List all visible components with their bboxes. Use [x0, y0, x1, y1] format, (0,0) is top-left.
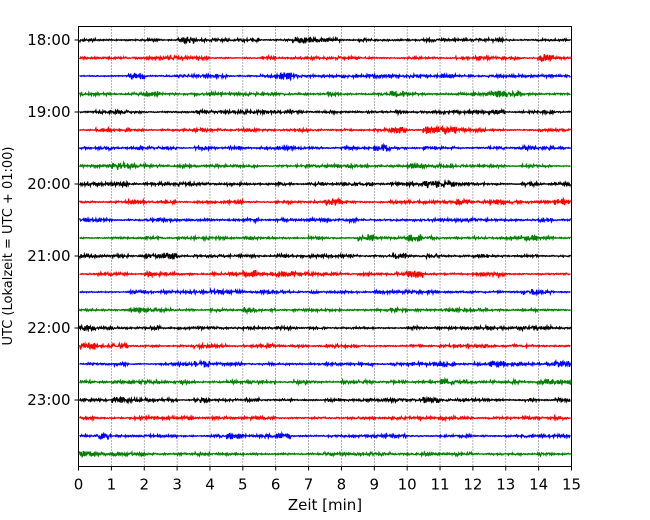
x-axis-label: Zeit [min] [288, 496, 362, 514]
trace-line [78, 215, 572, 225]
y-axis: 18:00 19:00 20:00 21:00 22:00 23:00 [27, 31, 79, 409]
x-tick-label: 2 [139, 476, 149, 494]
trace-line [78, 323, 572, 333]
trace-line [79, 269, 571, 280]
x-tick-label: 7 [304, 476, 314, 494]
x-tick-label: 8 [337, 476, 347, 494]
x-tick-label: 13 [496, 476, 515, 494]
trace-line [79, 359, 572, 369]
y-tick-label: 20:00 [27, 175, 70, 193]
trace-layer [78, 35, 572, 459]
x-tick-label: 0 [74, 476, 84, 494]
trace-line [78, 196, 572, 207]
trace-line [78, 124, 572, 136]
x-tick-label: 9 [370, 476, 380, 494]
y-tick-label: 18:00 [27, 31, 70, 49]
trace-line [78, 35, 571, 45]
x-tick-label: 15 [562, 476, 581, 494]
y-tick-label: 22:00 [27, 319, 70, 337]
trace-line [78, 178, 572, 189]
y-tick-label: 23:00 [27, 391, 70, 409]
y-tick-label: 21:00 [27, 247, 70, 265]
trace-line [78, 413, 572, 423]
trace-line [79, 287, 571, 297]
trace-line [79, 430, 571, 441]
y-axis-label: UTC (Lokalzeit = UTC + 01:00) [1, 147, 16, 346]
trace-line [79, 71, 572, 82]
trace-line [79, 107, 572, 117]
x-axis: 0 1 2 3 4 5 6 7 8 9 10 11 12 13 14 15 [74, 466, 581, 494]
trace-line [78, 89, 571, 99]
x-tick-label: 12 [463, 476, 482, 494]
x-tick-label: 10 [398, 476, 417, 494]
trace-line [78, 449, 572, 459]
x-tick-label: 14 [529, 476, 548, 494]
x-tick-label: 11 [430, 476, 449, 494]
grid-layer [111, 26, 539, 467]
trace-line [78, 160, 571, 171]
trace-line [79, 376, 572, 387]
trace-line [79, 233, 572, 243]
trace-line [78, 305, 572, 316]
trace-line [78, 395, 571, 405]
trace-line [78, 142, 572, 153]
x-tick-label: 6 [271, 476, 281, 494]
x-tick-label: 5 [238, 476, 248, 494]
plot-frame [78, 26, 572, 467]
x-tick-label: 1 [107, 476, 117, 494]
y-tick-label: 19:00 [27, 103, 70, 121]
trace-line [78, 251, 572, 261]
trace-line [78, 341, 571, 351]
x-tick-label: 3 [172, 476, 182, 494]
x-tick-label: 4 [205, 476, 215, 494]
trace-line [78, 53, 572, 63]
